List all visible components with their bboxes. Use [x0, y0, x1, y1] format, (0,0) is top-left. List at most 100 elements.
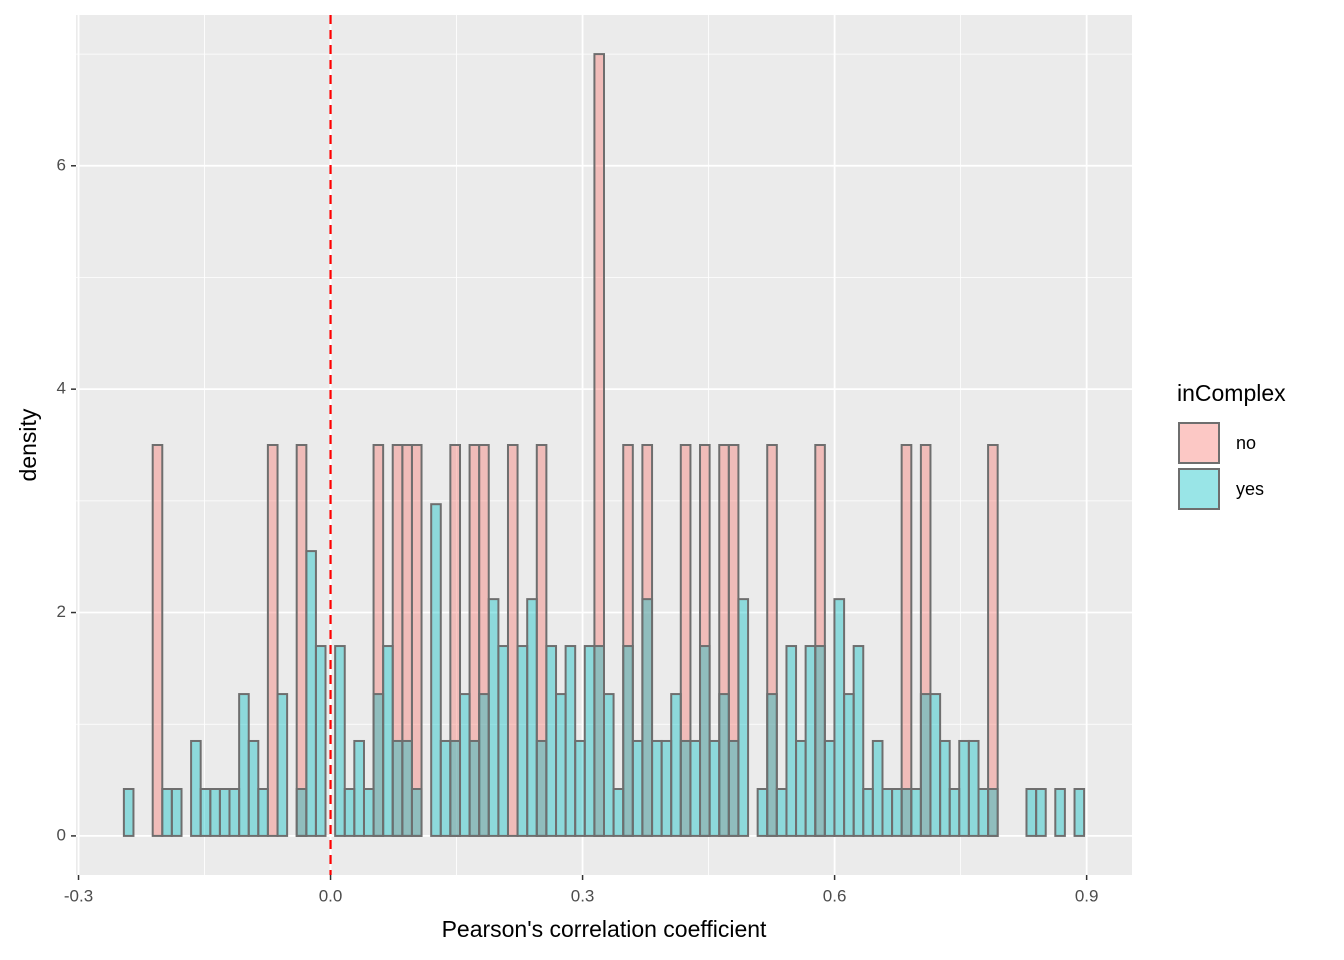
bar	[391, 739, 404, 837]
bar	[612, 788, 625, 837]
bar	[766, 693, 778, 837]
bar	[622, 645, 634, 837]
bar	[929, 693, 942, 837]
x-tick-label: 0.6	[823, 886, 847, 905]
y-tick-label: 0	[57, 825, 66, 844]
x-axis-title: Pearson's correlation coefficient	[442, 916, 767, 942]
x-tick-label: -0.3	[64, 886, 93, 905]
bar	[199, 788, 212, 837]
bar	[631, 739, 644, 837]
bar	[910, 788, 922, 837]
legend-key	[1178, 422, 1220, 464]
bar	[756, 788, 769, 837]
bar	[362, 788, 375, 837]
bar	[708, 739, 721, 837]
bar	[814, 645, 826, 837]
bar	[603, 693, 615, 837]
bar	[948, 788, 961, 837]
bar	[459, 693, 471, 837]
bar	[737, 598, 750, 837]
bar	[535, 739, 548, 837]
bar	[660, 739, 673, 837]
bar	[583, 645, 596, 837]
bar	[987, 444, 999, 837]
bar	[170, 788, 183, 837]
bar	[487, 598, 500, 837]
bar	[190, 739, 202, 837]
bar	[958, 739, 970, 837]
bars	[122, 53, 1086, 837]
bar	[871, 739, 884, 837]
bar	[699, 645, 711, 837]
bar	[266, 444, 279, 837]
bar	[218, 788, 231, 837]
legend-title: inComplex	[1177, 380, 1286, 406]
bar	[804, 645, 817, 837]
y-tick-label: 6	[57, 155, 66, 174]
bar	[1025, 788, 1038, 837]
bar	[228, 788, 241, 837]
legend-key	[1178, 468, 1220, 510]
y-tick-label: 2	[57, 602, 66, 621]
bar	[430, 503, 442, 837]
bar	[593, 645, 606, 837]
bar	[314, 645, 327, 837]
bar	[891, 788, 903, 837]
bar	[468, 739, 481, 837]
bar	[209, 788, 221, 837]
bar	[785, 645, 798, 837]
bar	[919, 693, 932, 837]
bar	[1054, 788, 1066, 837]
legend: inComplex no yes	[1177, 380, 1286, 510]
bar	[276, 693, 289, 837]
bar	[449, 739, 462, 837]
axes: -0.3 0.0 0.3 0.6 0.9 0 2 4 6	[57, 15, 1099, 905]
bar	[641, 598, 654, 837]
bar	[526, 598, 538, 837]
bar	[679, 739, 692, 837]
bar	[506, 444, 519, 837]
bar	[727, 739, 740, 837]
bar	[478, 693, 490, 837]
bar	[247, 739, 260, 837]
legend-label: no	[1236, 433, 1256, 453]
x-tick-label: 0.9	[1075, 886, 1099, 905]
bar	[574, 739, 586, 837]
bar	[900, 444, 913, 837]
bar	[410, 788, 423, 837]
bar	[651, 739, 663, 837]
bar	[564, 645, 577, 837]
bar	[852, 645, 865, 837]
bar	[122, 788, 135, 837]
bar	[151, 444, 164, 837]
bar	[987, 788, 999, 837]
bar	[1035, 788, 1047, 837]
bar	[343, 788, 356, 837]
bar	[795, 739, 807, 837]
y-axis-title: density	[15, 408, 41, 481]
bar	[900, 788, 913, 837]
bar	[967, 739, 980, 837]
legend-key-bg	[1178, 468, 1220, 510]
bar	[555, 693, 567, 837]
bar	[977, 788, 990, 837]
bar	[497, 645, 509, 837]
bar	[161, 788, 173, 837]
bar	[689, 739, 702, 837]
legend-label: yes	[1236, 479, 1264, 499]
bar	[353, 739, 365, 837]
x-tick-label: 0.3	[571, 886, 595, 905]
bar	[833, 598, 846, 837]
bar	[775, 788, 788, 837]
bar	[401, 739, 413, 837]
bar	[295, 444, 308, 837]
bar	[881, 788, 894, 837]
bar	[238, 693, 250, 837]
bar	[410, 444, 423, 837]
bar	[372, 693, 385, 837]
y-tick-label: 4	[57, 379, 66, 398]
bar	[545, 645, 558, 837]
x-tick-label: 0.0	[319, 886, 343, 905]
bar	[334, 645, 346, 837]
